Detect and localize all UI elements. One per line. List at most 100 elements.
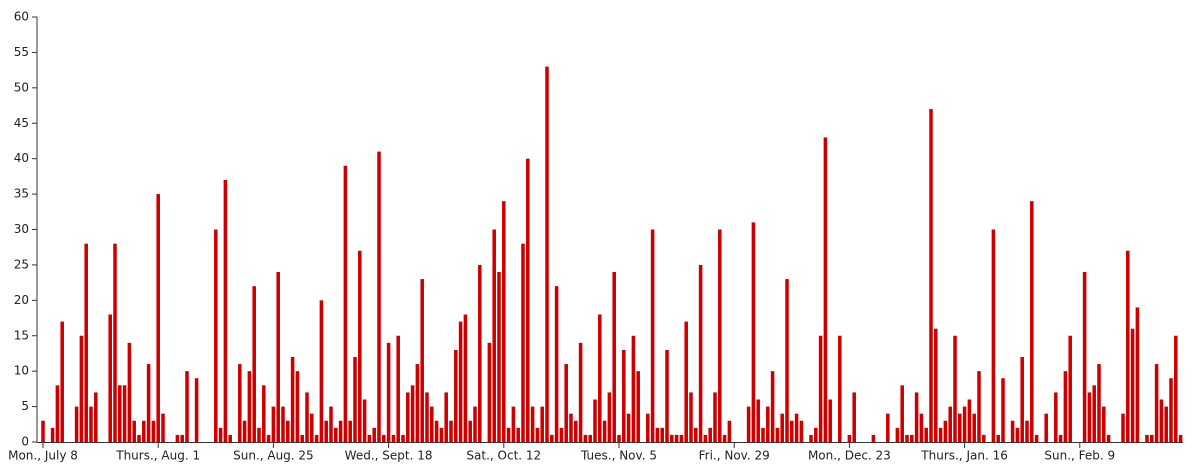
bar	[823, 137, 828, 442]
bar	[924, 427, 928, 442]
bar	[425, 392, 429, 442]
bar	[559, 427, 564, 442]
y-tick-label: 20	[14, 293, 29, 307]
bar	[626, 413, 631, 442]
bar	[1130, 328, 1135, 442]
bar	[1121, 413, 1125, 442]
bar	[1145, 434, 1149, 442]
bar	[655, 427, 660, 442]
bar	[828, 399, 832, 442]
bar	[386, 342, 391, 442]
bar	[540, 406, 544, 442]
bar	[814, 427, 818, 442]
bar	[578, 342, 583, 442]
bar	[396, 335, 400, 442]
bar	[1030, 201, 1034, 442]
bar	[295, 371, 300, 442]
bar	[1154, 364, 1159, 442]
bar	[348, 420, 352, 442]
bar	[583, 434, 588, 442]
bar	[1058, 434, 1063, 442]
bar	[593, 399, 597, 442]
bar	[612, 272, 616, 442]
bar	[938, 427, 943, 442]
bar	[185, 371, 189, 442]
bar	[636, 371, 640, 442]
bar	[679, 434, 684, 442]
bar	[79, 335, 84, 442]
x-tick-label: Sun., Feb. 9	[1044, 449, 1115, 463]
bar	[622, 349, 626, 442]
bar	[722, 434, 727, 442]
bar	[468, 420, 472, 442]
bar	[132, 420, 136, 442]
bar	[151, 420, 156, 442]
bar	[698, 264, 703, 442]
bar	[1010, 420, 1015, 442]
bar	[319, 300, 324, 442]
bar	[708, 427, 712, 442]
bar	[1087, 392, 1092, 442]
bar	[180, 434, 184, 442]
x-tick-label: Tues., Nov. 5	[580, 449, 657, 463]
bar	[718, 229, 722, 442]
bar	[554, 286, 559, 442]
bar	[142, 420, 146, 442]
bar	[458, 321, 463, 442]
bar	[569, 413, 573, 442]
bar	[1044, 413, 1048, 442]
bar	[372, 427, 376, 442]
bar	[238, 364, 242, 442]
bar	[84, 243, 88, 442]
bar	[761, 427, 765, 442]
y-tick-label: 45	[14, 116, 29, 130]
bar	[766, 406, 770, 442]
bar	[670, 434, 674, 442]
bar	[262, 385, 266, 442]
y-tick-label: 30	[14, 222, 29, 236]
bar	[118, 385, 122, 442]
bar	[550, 434, 554, 442]
y-tick-label: 10	[14, 364, 29, 378]
bar	[367, 434, 372, 442]
bar	[247, 371, 252, 442]
bar	[982, 434, 986, 442]
bar	[300, 434, 304, 442]
bar	[1020, 357, 1024, 442]
bar	[463, 314, 468, 442]
bar	[905, 434, 909, 442]
bar	[314, 434, 319, 442]
y-tick-label: 0	[21, 435, 29, 449]
bar	[113, 243, 117, 442]
bar	[415, 364, 420, 442]
bar	[1174, 335, 1178, 442]
bar	[310, 413, 314, 442]
bar	[449, 420, 453, 442]
bar	[228, 434, 232, 442]
bar	[794, 413, 799, 442]
x-tick-label: Sat., Oct. 12	[466, 449, 541, 463]
bar	[886, 413, 890, 442]
bar	[281, 406, 285, 442]
bar	[60, 321, 64, 442]
y-tick-label: 15	[14, 328, 29, 342]
bar	[602, 420, 607, 442]
bar	[223, 179, 228, 442]
bar	[967, 399, 972, 442]
bar	[756, 399, 760, 442]
bar	[910, 434, 914, 442]
bar	[790, 420, 794, 442]
bar	[780, 413, 784, 442]
bar	[689, 392, 693, 442]
bar	[1178, 434, 1183, 442]
bar	[919, 413, 924, 442]
bar	[286, 420, 290, 442]
x-tick-label: Mon., Dec. 23	[808, 449, 891, 463]
bar	[1102, 406, 1106, 442]
bar	[511, 406, 516, 442]
bar	[137, 434, 141, 442]
bar	[631, 335, 636, 442]
bar	[607, 392, 612, 442]
bar	[108, 314, 112, 442]
x-tick-label: Fri., Nov. 29	[699, 449, 770, 463]
